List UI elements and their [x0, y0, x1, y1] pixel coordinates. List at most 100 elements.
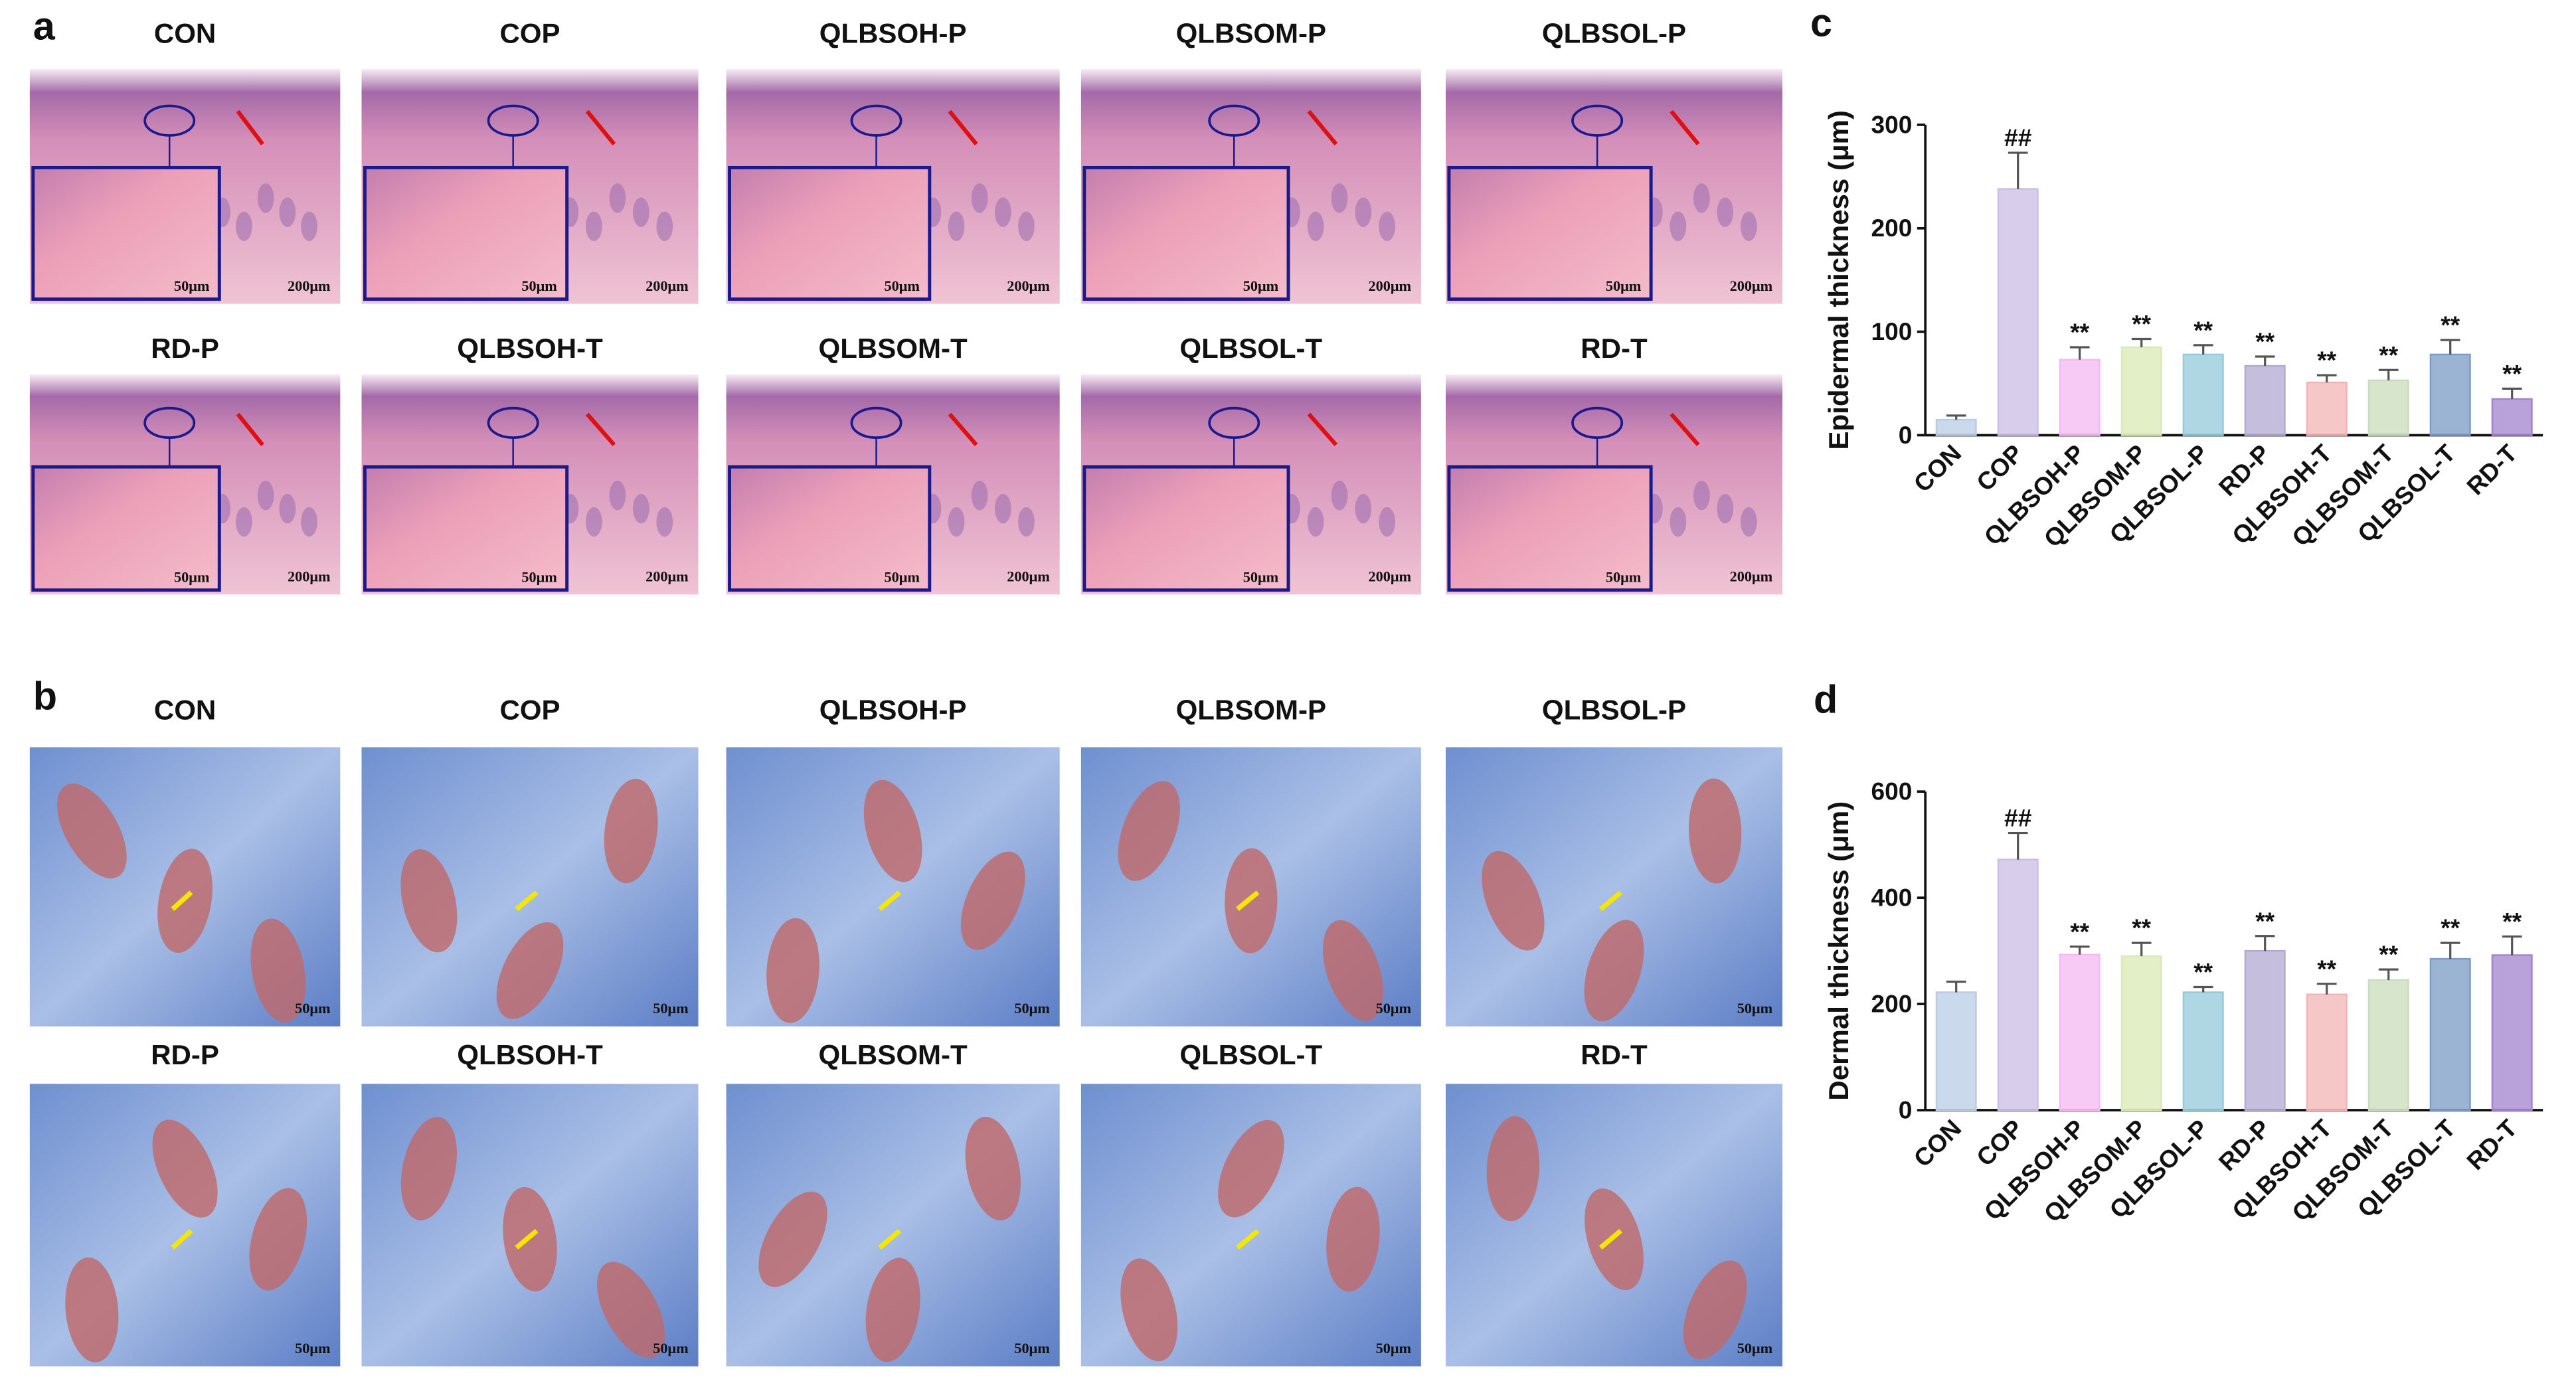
significance: ** [2193, 958, 2213, 986]
significance: ** [2317, 955, 2336, 983]
image-title: QLBSOL-P [1542, 694, 1686, 725]
follicle [1717, 197, 1734, 227]
follicle [1018, 211, 1035, 242]
error-bar [2440, 941, 2460, 959]
significance: ** [2441, 914, 2460, 941]
follicle [1688, 778, 1742, 884]
arrow [1236, 890, 1260, 912]
follicle [257, 480, 274, 511]
image-title: QLBSOM-T [819, 1039, 968, 1070]
image-title: RD-P [151, 333, 219, 364]
arrow [585, 110, 616, 146]
follicle [971, 183, 988, 213]
follicle [609, 183, 626, 213]
image-title: QLBSOL-T [1179, 1039, 1322, 1070]
panel-label: d [1814, 677, 1838, 721]
image-title: CON [154, 17, 216, 48]
follicle [65, 1257, 119, 1362]
follicle [1717, 493, 1734, 524]
follicle [236, 211, 252, 242]
follicle [249, 1188, 307, 1291]
error-bar [2193, 344, 2213, 355]
x-tick-label: CON [1908, 439, 1966, 497]
bar [2059, 953, 2101, 1111]
scale-label: 50μm [1737, 1340, 1773, 1356]
significance: ** [2070, 318, 2089, 346]
bar [2244, 949, 2286, 1111]
scale-label: 200μm [1007, 278, 1050, 294]
bar [1935, 418, 1977, 436]
arrow [1307, 110, 1338, 146]
arrow [171, 890, 193, 912]
error-bar [2008, 151, 2028, 189]
follicle [656, 507, 673, 537]
error-bar [2316, 374, 2337, 382]
follicle [400, 1117, 457, 1220]
y-tick-label: 0 [1899, 421, 1913, 449]
x-tick-label: RD-T [2461, 439, 2523, 501]
error-bar [2502, 387, 2522, 399]
scale-label: 50μm [295, 1000, 331, 1017]
follicle [597, 1262, 665, 1358]
image-title: CON [154, 694, 216, 725]
bar [2182, 991, 2224, 1111]
inset [1082, 165, 1290, 301]
bar [2367, 979, 2409, 1111]
y-tick-label: 0 [1899, 1096, 1913, 1123]
arrow [1598, 1228, 1623, 1250]
error-bar [2131, 941, 2152, 957]
error-bar [2069, 346, 2090, 360]
scale-label: 50μm [885, 278, 920, 294]
follicle [301, 211, 317, 242]
y-tick-label: 200 [1871, 989, 1913, 1017]
scale-label: 50μm [1737, 1000, 1773, 1017]
scale-label: 50μm [1243, 278, 1279, 294]
arrow [1307, 412, 1338, 447]
arrow [948, 412, 978, 447]
x-tick-label: CON [1908, 1114, 1966, 1173]
follicle [496, 922, 564, 1019]
follicle [1331, 480, 1348, 511]
y-tick-label: 200 [1871, 214, 1913, 242]
scale-label: 50μm [295, 1340, 331, 1356]
follicle [1307, 211, 1324, 242]
image-title: QLBSOM-P [1176, 694, 1327, 725]
y-axis-label: Dermal thickness (μm) [1823, 801, 1854, 1101]
follicle [960, 851, 1025, 950]
follicle [758, 1191, 827, 1287]
scale-label: 50μm [1376, 1000, 1412, 1017]
follicle [1326, 1186, 1380, 1292]
arrow [878, 1228, 902, 1250]
scale-label: 50μm [885, 568, 920, 585]
bar [2306, 381, 2348, 436]
scale-label: 50μm [174, 568, 210, 585]
follicle [965, 1117, 1021, 1221]
arrow [948, 110, 978, 146]
scale-label: 50μm [174, 278, 210, 294]
y-tick-label: 600 [1871, 777, 1913, 805]
bar [1997, 859, 2039, 1111]
follicle [1379, 507, 1396, 537]
y-tick-label: 300 [1871, 110, 1913, 138]
significance: ## [2004, 804, 2032, 832]
follicle [1740, 507, 1757, 537]
significance: ## [2004, 123, 2032, 151]
follicle [1683, 1260, 1747, 1360]
bar [2491, 398, 2533, 436]
arrow [236, 412, 264, 446]
inset [31, 465, 221, 592]
follicle [1118, 781, 1180, 881]
follicle [56, 783, 127, 878]
follicle [609, 480, 626, 511]
scale-label: 50μm [1243, 568, 1279, 585]
error-bar [2378, 968, 2399, 981]
image-title: COP [499, 17, 560, 48]
scale-label: 200μm [645, 278, 689, 294]
arrow [1670, 110, 1700, 146]
error-bar [2255, 355, 2275, 367]
inset [728, 465, 932, 592]
scale-label: 50μm [521, 278, 557, 294]
inset [363, 165, 569, 301]
follicle [1693, 480, 1710, 511]
